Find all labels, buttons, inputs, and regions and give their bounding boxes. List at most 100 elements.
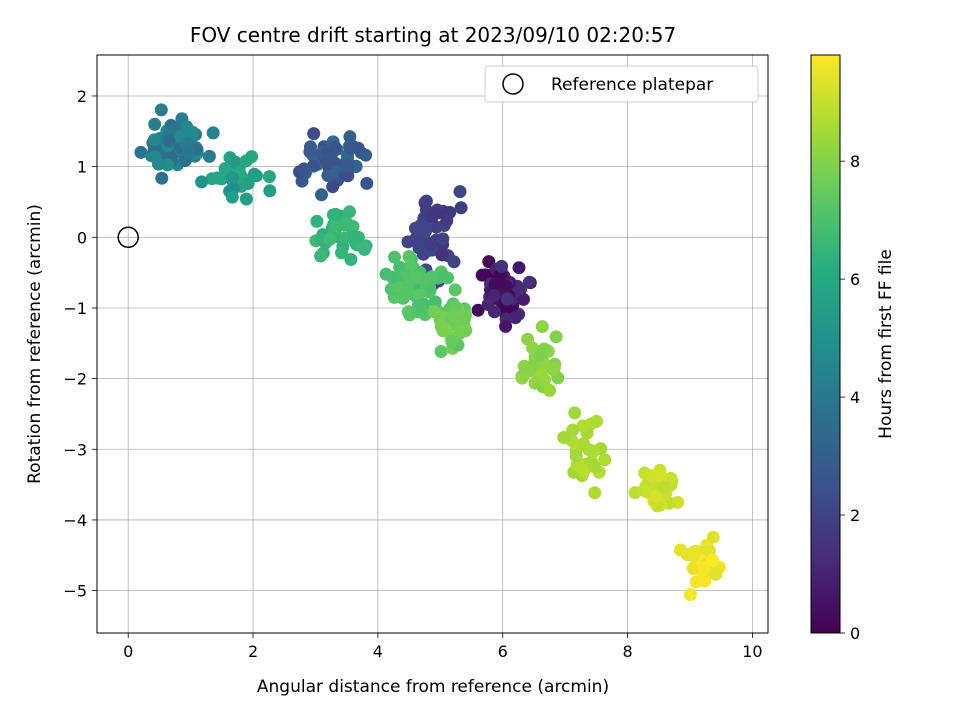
scatter-point — [435, 248, 449, 262]
chart-title: FOV centre drift starting at 2023/09/10 … — [190, 23, 676, 47]
scatter-point — [447, 255, 461, 269]
scatter-point — [706, 530, 720, 544]
y-tick-label: 1 — [77, 158, 87, 177]
colorbar-label: Hours from first FF file — [876, 249, 896, 439]
scatter-point — [249, 169, 263, 183]
scatter-point — [650, 490, 663, 503]
scatter-point — [148, 117, 162, 131]
scatter-point — [487, 305, 501, 319]
scatter-point — [430, 206, 444, 220]
scatter-point — [706, 553, 719, 567]
scatter-point — [314, 249, 328, 263]
x-tick-label: 10 — [742, 642, 762, 661]
scatter-point — [598, 453, 612, 467]
scatter-point — [314, 232, 328, 246]
scatter-point — [323, 232, 337, 246]
scatter-point — [549, 330, 563, 344]
scatter-point — [419, 275, 433, 289]
legend-marker-reference — [502, 73, 524, 95]
scatter-point — [385, 270, 399, 284]
scatter-point — [360, 176, 374, 190]
scatter-point — [340, 216, 354, 230]
scatter-point — [709, 567, 723, 581]
scatter-point — [181, 145, 195, 159]
scatter-point — [576, 419, 590, 433]
x-tick-label: 8 — [622, 642, 632, 661]
scatter-point — [499, 319, 513, 333]
scatter-point — [343, 141, 357, 155]
scatter-point — [341, 169, 355, 183]
y-axis-label: Rotation from reference (arcmin) — [25, 204, 45, 484]
scatter-point — [347, 229, 361, 243]
scatter-point — [448, 283, 462, 297]
scatter-point — [414, 219, 428, 232]
colorbar: 0 2 4 6 8 Hours from first FF file — [810, 54, 896, 643]
scatter-point — [303, 145, 317, 159]
scatter-point — [315, 188, 328, 202]
x-axis-ticks: 0 2 4 6 8 10 — [123, 633, 763, 661]
legend-entry-reference: Reference platepar — [551, 75, 713, 95]
x-tick-label: 2 — [248, 642, 258, 661]
scatter-point — [566, 423, 580, 437]
scatter-point — [687, 548, 701, 562]
scatter-point — [522, 275, 536, 289]
y-tick-label: −2 — [63, 370, 87, 389]
scatter-point — [180, 120, 194, 134]
scatter-point — [447, 307, 461, 321]
x-tick-label: 6 — [498, 642, 508, 661]
scatter-point — [644, 469, 658, 482]
scatter-point — [329, 207, 342, 221]
scatter-point — [576, 437, 590, 451]
scatter-point — [434, 345, 448, 358]
y-tick-label: −3 — [63, 440, 87, 459]
scatter-point — [568, 406, 582, 420]
scatter-point — [225, 190, 239, 204]
scatter-point — [499, 279, 513, 293]
scatter-point — [517, 292, 530, 306]
x-axis-label: Angular distance from reference (arcmin) — [257, 677, 609, 697]
scatter-point — [202, 149, 216, 163]
scatter-point — [148, 150, 162, 164]
scatter-point — [427, 305, 441, 319]
scatter-point — [423, 238, 437, 252]
scatter-point — [590, 414, 603, 428]
scatter-point — [388, 250, 401, 264]
scatter-point — [195, 175, 209, 189]
legend-box — [484, 65, 759, 103]
y-tick-label: −4 — [63, 511, 87, 530]
scatter-point — [698, 574, 712, 588]
scatter-point — [453, 185, 467, 199]
scatter-point — [538, 373, 551, 387]
scatter-point — [412, 241, 426, 255]
scatter-point — [340, 158, 354, 172]
scatter-point — [228, 155, 242, 169]
scatter-point — [515, 371, 529, 385]
scatter-point — [134, 145, 148, 159]
scatter-point — [226, 171, 240, 185]
scatter-point — [404, 258, 418, 272]
y-axis-ticks: −5 −4 −3 −2 −1 0 1 2 — [63, 87, 97, 601]
scatter-point — [533, 348, 547, 362]
legend: Reference platepar — [484, 65, 759, 103]
scatter-point — [262, 170, 276, 184]
scatter-point — [147, 133, 161, 147]
scatter-point — [654, 469, 668, 483]
scatter-point — [329, 220, 343, 233]
scatter-point — [396, 291, 410, 305]
scatter-point — [459, 324, 473, 338]
scatter-point — [412, 299, 426, 313]
y-tick-label: 2 — [77, 87, 87, 106]
scatter-point — [587, 460, 601, 474]
scatter-point — [436, 232, 450, 246]
scatter-point — [687, 561, 701, 575]
scatter-point — [296, 163, 310, 177]
scatter-point — [206, 126, 220, 140]
y-tick-label: −5 — [63, 582, 87, 601]
scatter-point — [475, 268, 489, 282]
scatter-point — [445, 335, 459, 348]
scatter-point — [307, 127, 321, 141]
colorbar-gradient — [810, 54, 841, 634]
scatter-point — [457, 313, 471, 327]
